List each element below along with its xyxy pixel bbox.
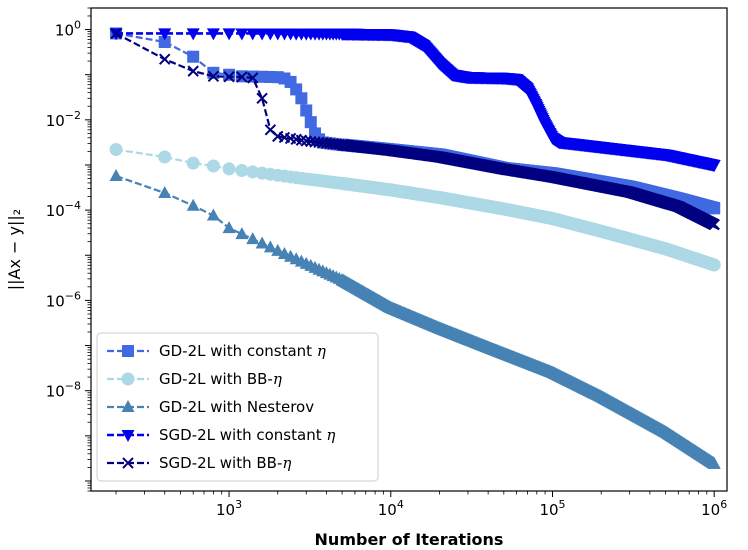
series-1 bbox=[109, 143, 721, 272]
data-point bbox=[186, 156, 200, 170]
legend-entry-1: GD-2L with BB-η bbox=[107, 370, 282, 388]
x-axis-title: Number of Iterations bbox=[315, 530, 504, 549]
data-point bbox=[206, 159, 220, 173]
data-point bbox=[246, 72, 259, 84]
data-point bbox=[708, 202, 721, 215]
legend-label: GD-2L with Nesterov bbox=[159, 398, 314, 416]
legend-label: GD-2L with BB-η bbox=[159, 370, 282, 388]
legend: GD-2L with constant η GD-2L with BB-η GD-2… bbox=[96, 332, 379, 482]
data-point bbox=[304, 116, 317, 129]
y-tick-label: 10−8 bbox=[46, 380, 81, 401]
data-point bbox=[271, 243, 285, 256]
data-point bbox=[235, 164, 249, 178]
data-point bbox=[255, 236, 269, 249]
data-point bbox=[158, 150, 172, 164]
data-point bbox=[158, 35, 171, 48]
data-point bbox=[158, 185, 172, 198]
legend-marker bbox=[121, 430, 135, 442]
data-point bbox=[206, 28, 220, 41]
data-point bbox=[223, 71, 235, 83]
legend-box bbox=[96, 332, 379, 482]
y-tick-label: 10−2 bbox=[46, 109, 81, 130]
series-4 bbox=[110, 27, 720, 231]
data-point bbox=[235, 227, 249, 240]
data-point bbox=[708, 218, 720, 231]
data-point bbox=[187, 50, 200, 63]
data-point bbox=[223, 68, 236, 81]
data-point bbox=[222, 162, 236, 176]
legend-marker bbox=[121, 372, 135, 386]
series-2 bbox=[109, 168, 721, 469]
data-point bbox=[186, 28, 200, 41]
data-point bbox=[109, 143, 123, 157]
y-tick-label: 10−6 bbox=[46, 289, 81, 310]
legend-entry-0: GD-2L with constant η bbox=[107, 342, 326, 360]
data-point bbox=[186, 198, 200, 211]
legend-marker bbox=[121, 400, 135, 412]
x-tick-label: 105 bbox=[539, 498, 565, 519]
legend-entry-3: SGD-2L with constant η bbox=[107, 426, 335, 444]
data-point bbox=[300, 104, 313, 117]
data-point bbox=[158, 28, 172, 41]
data-point bbox=[159, 53, 171, 65]
data-point bbox=[256, 92, 268, 104]
data-point bbox=[222, 28, 236, 41]
data-point bbox=[295, 92, 308, 105]
data-point bbox=[110, 27, 122, 40]
data-point bbox=[707, 456, 721, 469]
x-tick-label: 104 bbox=[378, 498, 404, 519]
legend-label: SGD-2L with BB-η bbox=[159, 454, 291, 472]
series-layer bbox=[109, 27, 721, 469]
data-point bbox=[263, 240, 277, 253]
axes-layer: 103 104 105 106 100 10−2 10−4 10−6 10−8 Number of… bbox=[5, 7, 728, 549]
data-point bbox=[207, 70, 220, 83]
series-3 bbox=[109, 28, 721, 172]
data-point bbox=[246, 28, 260, 41]
data-point bbox=[206, 208, 220, 221]
y-tick-label: 100 bbox=[55, 19, 81, 40]
legend-marker bbox=[122, 345, 134, 357]
legend-entry-2: GD-2L with Nesterov bbox=[107, 398, 314, 416]
legend-entry-4: SGD-2L with BB-η bbox=[107, 454, 291, 472]
x-tick-label: 103 bbox=[216, 498, 242, 519]
data-point bbox=[707, 258, 721, 272]
data-point bbox=[187, 65, 199, 77]
legend-label: GD-2L with constant η bbox=[159, 342, 326, 360]
data-point bbox=[235, 28, 249, 41]
y-axis-title: ||Ax − y||₂ bbox=[5, 209, 24, 290]
data-point bbox=[707, 159, 721, 172]
data-point bbox=[109, 168, 123, 181]
data-point bbox=[255, 28, 269, 41]
legend-label: SGD-2L with constant η bbox=[159, 426, 335, 444]
data-point bbox=[236, 71, 248, 83]
data-point bbox=[222, 221, 236, 234]
y-tick-label: 10−4 bbox=[46, 199, 81, 220]
data-point bbox=[246, 232, 260, 245]
plot-frame bbox=[90, 7, 728, 492]
x-tick-label: 106 bbox=[701, 498, 727, 519]
legend-marker bbox=[122, 457, 134, 469]
